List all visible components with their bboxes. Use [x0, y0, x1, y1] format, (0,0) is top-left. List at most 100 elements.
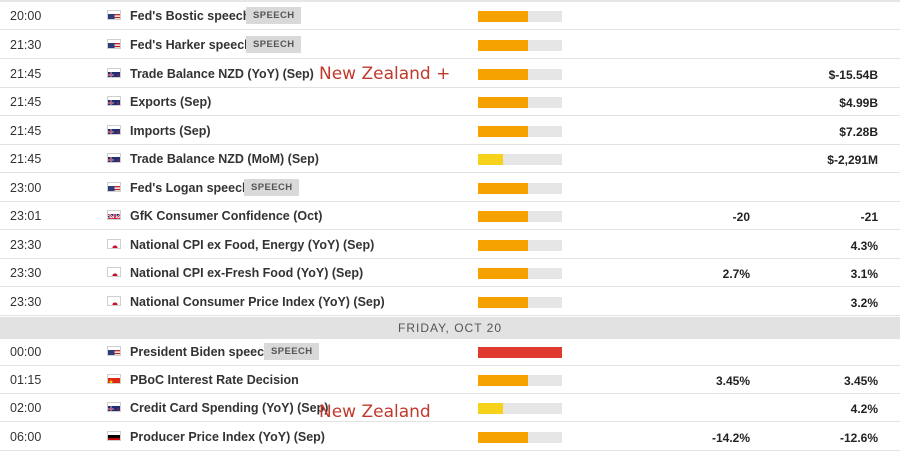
- previous-value: -12.6%: [839, 431, 878, 445]
- calendar-row[interactable]: 01:15 PBoC Interest Rate Decision 3.45% 3.4…: [0, 366, 900, 394]
- event-name[interactable]: National Consumer Price Index (YoY) (Sep…: [130, 295, 385, 309]
- calendar-row[interactable]: 23:01 GfK Consumer Confidence (Oct) -20 -21: [0, 202, 900, 230]
- jp-flag-icon: [107, 296, 121, 306]
- impact-bar: [478, 240, 562, 251]
- event-time: 23:30: [10, 295, 42, 309]
- previous-value: $-2,291M: [827, 153, 878, 167]
- impact-bar: [478, 268, 562, 279]
- event-name[interactable]: National CPI ex Food, Energy (YoY) (Sep): [130, 238, 375, 252]
- speech-badge: SPEECH: [244, 179, 300, 196]
- event-time: 20:00: [10, 9, 42, 23]
- us-flag-icon: [107, 182, 121, 192]
- impact-bar: [478, 403, 562, 414]
- calendar-row[interactable]: 21:45 Imports (Sep) $7.28B: [0, 117, 900, 145]
- impact-bar: [478, 347, 562, 358]
- impact-bar-fill: [478, 126, 528, 137]
- event-name[interactable]: Producer Price Index (YoY) (Sep): [130, 430, 325, 444]
- impact-bar: [478, 211, 562, 222]
- us-flag-icon: [107, 346, 121, 356]
- event-time: 21:45: [10, 67, 42, 81]
- event-name[interactable]: Trade Balance NZD (MoM) (Sep): [130, 152, 319, 166]
- calendar-row[interactable]: 21:45 Trade Balance NZD (YoY) (Sep) $-15.5…: [0, 60, 900, 88]
- event-name[interactable]: Fed's Logan speech: [130, 181, 250, 195]
- event-name[interactable]: Fed's Harker speech: [130, 38, 252, 52]
- impact-bar: [478, 97, 562, 108]
- previous-value: $7.28B: [839, 125, 878, 139]
- previous-value: -21: [860, 210, 878, 224]
- us-flag-icon: [107, 10, 121, 20]
- event-name[interactable]: PBoC Interest Rate Decision: [130, 373, 299, 387]
- event-time: 21:45: [10, 95, 42, 109]
- previous-value: $-15.54B: [828, 68, 878, 82]
- impact-bar: [478, 11, 562, 22]
- calendar-row[interactable]: 02:00 Credit Card Spending (YoY) (Sep) 4.2…: [0, 394, 900, 422]
- nz-flag-icon: [107, 96, 121, 106]
- impact-bar-fill: [478, 240, 528, 251]
- nz-flag-icon: [107, 125, 121, 135]
- actual-value: -20: [732, 210, 750, 224]
- impact-bar: [478, 375, 562, 386]
- previous-value: 3.45%: [843, 374, 878, 388]
- impact-bar: [478, 40, 562, 51]
- event-time: 23:30: [10, 238, 42, 252]
- impact-bar-fill: [478, 97, 528, 108]
- us-flag-icon: [107, 39, 121, 49]
- calendar-row[interactable]: 21:30 Fed's Harker speech SPEECH: [0, 31, 900, 59]
- event-time: 06:00: [10, 430, 42, 444]
- speech-badge: SPEECH: [246, 36, 302, 53]
- event-name[interactable]: President Biden speech: [130, 345, 272, 359]
- impact-bar-fill: [478, 69, 528, 80]
- impact-bar-fill: [478, 183, 528, 194]
- calendar-row[interactable]: 21:45 Trade Balance NZD (MoM) (Sep) $-2,29…: [0, 145, 900, 173]
- impact-bar-fill: [478, 211, 528, 222]
- impact-bar-fill: [478, 268, 528, 279]
- impact-bar-fill: [478, 297, 528, 308]
- cn-flag-icon: [107, 374, 121, 384]
- event-time: 00:00: [10, 345, 42, 359]
- event-time: 21:45: [10, 152, 42, 166]
- event-time: 23:01: [10, 209, 42, 223]
- calendar-row[interactable]: 06:00 Producer Price Index (YoY) (Sep) -14…: [0, 423, 900, 451]
- previous-value: 3.2%: [850, 296, 878, 310]
- jp-flag-icon: [107, 267, 121, 277]
- impact-bar: [478, 183, 562, 194]
- de-flag-icon: [107, 431, 121, 441]
- jp-flag-icon: [107, 239, 121, 249]
- calendar-row[interactable]: 00:00 President Biden speech SPEECH: [0, 338, 900, 366]
- event-time: 23:30: [10, 266, 42, 280]
- event-name[interactable]: Trade Balance NZD (YoY) (Sep): [130, 67, 314, 81]
- event-time: 23:00: [10, 181, 42, 195]
- calendar-row[interactable]: 23:30 National CPI ex Food, Energy (YoY) …: [0, 231, 900, 259]
- event-time: 21:45: [10, 124, 42, 138]
- actual-value: -14.2%: [711, 431, 750, 445]
- event-name[interactable]: Credit Card Spending (YoY) (Sep): [130, 401, 329, 415]
- event-name[interactable]: Exports (Sep): [130, 95, 212, 109]
- event-name[interactable]: GfK Consumer Confidence (Oct): [130, 209, 323, 223]
- event-name[interactable]: National CPI ex-Fresh Food (YoY) (Sep): [130, 266, 364, 280]
- calendar-row[interactable]: 23:30 National Consumer Price Index (YoY)…: [0, 288, 900, 316]
- annotation-new-zealand-plus: New Zealand +: [319, 64, 451, 84]
- impact-bar: [478, 154, 562, 165]
- impact-bar-fill: [478, 375, 528, 386]
- previous-value: $4.99B: [839, 96, 878, 110]
- event-name[interactable]: Imports (Sep): [130, 124, 211, 138]
- impact-bar: [478, 126, 562, 137]
- calendar-row[interactable]: 23:30 National CPI ex-Fresh Food (YoY) (S…: [0, 259, 900, 287]
- nz-flag-icon: [107, 402, 121, 412]
- impact-bar-fill: [478, 403, 503, 414]
- event-time: 02:00: [10, 401, 42, 415]
- event-time: 01:15: [10, 373, 42, 387]
- impact-bar: [478, 69, 562, 80]
- speech-badge: SPEECH: [264, 343, 320, 360]
- top-divider: [0, 0, 900, 2]
- nz-flag-icon: [107, 153, 121, 163]
- annotation-new-zealand: New Zealand: [319, 402, 431, 422]
- event-name[interactable]: Fed's Bostic speech: [130, 9, 251, 23]
- calendar-row[interactable]: 21:45 Exports (Sep) $4.99B: [0, 88, 900, 116]
- calendar-row[interactable]: 23:00 Fed's Logan speech SPEECH: [0, 174, 900, 202]
- previous-value: 3.1%: [850, 267, 878, 281]
- impact-bar-fill: [478, 347, 562, 358]
- calendar-row[interactable]: 20:00 Fed's Bostic speech SPEECH: [0, 2, 900, 30]
- impact-bar-fill: [478, 154, 503, 165]
